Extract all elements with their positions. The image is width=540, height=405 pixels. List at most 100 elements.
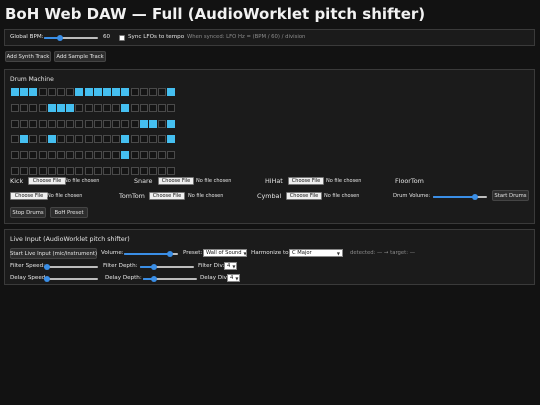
step-cell[interactable] (121, 135, 130, 144)
start-drums-button[interactable]: Start Drums (492, 190, 529, 201)
step-cell[interactable] (93, 167, 102, 175)
step-cell[interactable] (84, 135, 93, 144)
slider-thumb[interactable] (43, 276, 50, 282)
tomtom-choose-file-button[interactable]: Choose File (149, 192, 185, 200)
step-cell[interactable] (130, 167, 139, 175)
step-cell[interactable] (139, 151, 148, 160)
step-cell[interactable] (84, 151, 93, 160)
step-cell[interactable] (158, 135, 167, 144)
step-cell[interactable] (66, 167, 75, 175)
step-cell[interactable] (130, 151, 139, 160)
step-cell[interactable] (75, 88, 84, 96)
sync-lfo-checkbox[interactable] (119, 35, 125, 41)
step-cell[interactable] (130, 103, 139, 112)
step-cell[interactable] (103, 88, 111, 96)
step-cell[interactable] (66, 151, 75, 160)
step-cell[interactable] (29, 151, 38, 160)
hihat-choose-file-button[interactable]: Choose File (288, 177, 324, 185)
step-cell[interactable] (112, 135, 121, 144)
step-cell[interactable] (149, 88, 157, 96)
step-cell[interactable] (66, 103, 75, 112)
step-cell[interactable] (20, 135, 29, 144)
slider-thumb[interactable] (150, 264, 157, 270)
step-cell[interactable] (84, 88, 93, 96)
slider-thumb[interactable] (166, 251, 173, 257)
step-cell[interactable] (29, 88, 38, 96)
step-cell[interactable] (38, 135, 47, 144)
slider-thumb[interactable] (472, 194, 479, 200)
step-cell[interactable] (139, 103, 148, 112)
step-cell[interactable] (11, 119, 19, 128)
step-cell[interactable] (38, 88, 47, 96)
step-cell[interactable] (84, 119, 93, 128)
step-cell[interactable] (149, 103, 157, 112)
step-cell[interactable] (47, 151, 56, 160)
start-live-input-button[interactable]: Start Live Input (mic/instrument) (10, 248, 97, 259)
step-cell[interactable] (103, 119, 111, 128)
step-cell[interactable] (20, 88, 29, 96)
step-cell[interactable] (29, 119, 38, 128)
slider-thumb[interactable] (57, 35, 64, 41)
step-cell[interactable] (11, 103, 19, 112)
slider-thumb[interactable] (150, 276, 157, 282)
step-cell[interactable] (112, 167, 121, 175)
step-cell[interactable] (121, 151, 130, 160)
step-cell[interactable] (29, 135, 38, 144)
step-cell[interactable] (57, 167, 65, 175)
step-cell[interactable] (139, 119, 148, 128)
harmonize-select[interactable]: C Major ▼ (289, 249, 343, 257)
step-cell[interactable] (57, 103, 65, 112)
step-cell[interactable] (57, 88, 65, 96)
step-cell[interactable] (47, 119, 56, 128)
step-cell[interactable] (139, 88, 148, 96)
step-cell[interactable] (84, 103, 93, 112)
step-cell[interactable] (121, 88, 130, 96)
step-cell[interactable] (112, 119, 121, 128)
step-cell[interactable] (57, 151, 65, 160)
snare-choose-file-button[interactable]: Choose File (158, 177, 194, 185)
step-cell[interactable] (11, 135, 19, 144)
boh-preset-button[interactable]: BoH Preset (50, 207, 88, 218)
filter-div-select[interactable]: 4 ▼ (224, 262, 237, 270)
step-cell[interactable] (158, 167, 167, 175)
step-cell[interactable] (121, 167, 130, 175)
step-cell[interactable] (75, 119, 84, 128)
step-cell[interactable] (38, 119, 47, 128)
step-cell[interactable] (11, 151, 19, 160)
step-cell[interactable] (167, 167, 176, 175)
step-cell[interactable] (130, 135, 139, 144)
bpm-slider[interactable] (44, 35, 98, 41)
preset-select[interactable]: Wall of Sound ▼ (203, 249, 247, 257)
step-cell[interactable] (66, 119, 75, 128)
step-cell[interactable] (38, 103, 47, 112)
step-cell[interactable] (112, 103, 121, 112)
step-cell[interactable] (103, 167, 111, 175)
step-cell[interactable] (47, 103, 56, 112)
step-cell[interactable] (75, 151, 84, 160)
step-cell[interactable] (75, 103, 84, 112)
step-cell[interactable] (47, 135, 56, 144)
step-cell[interactable] (139, 135, 148, 144)
step-cell[interactable] (167, 103, 176, 112)
step-cell[interactable] (103, 135, 111, 144)
step-cell[interactable] (20, 119, 29, 128)
step-cell[interactable] (139, 167, 148, 175)
step-cell[interactable] (158, 119, 167, 128)
add-synth-track-button[interactable]: Add Synth Track (5, 51, 51, 62)
step-cell[interactable] (112, 151, 121, 160)
step-cell[interactable] (149, 151, 157, 160)
step-cell[interactable] (158, 151, 167, 160)
step-cell[interactable] (149, 167, 157, 175)
step-cell[interactable] (121, 119, 130, 128)
step-cell[interactable] (158, 88, 167, 96)
step-cell[interactable] (130, 119, 139, 128)
step-cell[interactable] (149, 135, 157, 144)
step-cell[interactable] (20, 167, 29, 175)
step-cell[interactable] (167, 151, 176, 160)
step-cell[interactable] (93, 119, 102, 128)
filter-speed-slider[interactable] (43, 264, 98, 270)
delay-speed-slider[interactable] (43, 276, 98, 282)
slider-thumb[interactable] (43, 264, 50, 270)
step-cell[interactable] (93, 135, 102, 144)
add-sample-track-button[interactable]: Add Sample Track (54, 51, 106, 62)
